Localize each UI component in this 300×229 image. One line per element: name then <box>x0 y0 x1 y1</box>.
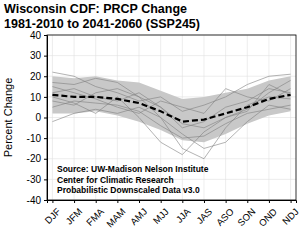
x-tick-label: SON <box>235 206 257 228</box>
x-tick-label: DJF <box>42 206 62 226</box>
y-tick: -30 <box>27 174 47 185</box>
x-axis: DJFJFMFMAMAMAMJMJJJJAJASASOSONONDNDJ <box>42 200 300 229</box>
y-tick-mark <box>44 56 47 57</box>
x-tick: JJA <box>174 200 193 225</box>
y-tick-mark <box>44 97 47 98</box>
y-tick-mark <box>44 179 47 180</box>
x-tick-mark <box>139 200 140 203</box>
y-tick: 0 <box>35 112 47 123</box>
y-tick-label: 20 <box>30 71 42 82</box>
x-tick: NDJ <box>280 200 300 227</box>
x-tick: JFM <box>63 200 84 227</box>
x-tick-label: FMA <box>84 205 106 227</box>
x-tick-label: JJA <box>174 205 193 224</box>
range-band <box>52 76 290 142</box>
y-tick: 30 <box>30 50 47 61</box>
y-tick: 10 <box>30 92 47 103</box>
x-tick: FMA <box>84 200 106 228</box>
plot-frame <box>47 35 296 200</box>
grid-line-x <box>290 35 291 200</box>
y-tick-mark <box>44 200 47 201</box>
model-line <box>52 85 290 155</box>
x-tick: ASO <box>214 200 236 228</box>
grid-line-y <box>47 55 296 56</box>
y-tick-mark <box>44 159 47 160</box>
x-tick-mark <box>182 200 183 203</box>
x-tick-mark <box>161 200 162 203</box>
y-tick: -10 <box>27 133 47 144</box>
grid-line-y <box>47 76 296 77</box>
mean-line <box>52 95 290 122</box>
x-tick-label: NDJ <box>280 206 300 227</box>
y-tick: -20 <box>27 153 47 164</box>
y-tick-mark <box>44 35 47 36</box>
y-tick: -40 <box>27 195 47 206</box>
x-tick-mark <box>204 200 205 203</box>
x-tick-mark <box>96 200 97 203</box>
y-tick-label: 0 <box>35 112 41 123</box>
x-tick: SON <box>235 200 257 228</box>
y-tick: 40 <box>30 30 47 41</box>
x-tick-mark <box>226 200 227 203</box>
x-tick-mark <box>117 200 118 203</box>
y-axis-title: Percent Change <box>2 78 14 158</box>
y-tick-label: -10 <box>27 133 42 144</box>
x-tick: JAS <box>194 200 214 226</box>
grid-line-y <box>47 138 296 139</box>
y-tick-mark <box>44 76 47 77</box>
title: Wisconsin CDF: PRCP Change <box>4 2 187 16</box>
x-tick-label: MJJ <box>151 206 171 226</box>
model-line <box>52 89 290 128</box>
x-axis-line <box>48 201 297 204</box>
x-tick: DJF <box>42 200 62 226</box>
x-tick-mark <box>52 200 53 203</box>
annotation: Center for Climatic Research <box>57 175 174 185</box>
model-line <box>52 105 290 148</box>
y-tick-label: -40 <box>27 195 42 206</box>
x-tick-label: AMJ <box>128 206 149 227</box>
x-tick-label: JAS <box>194 206 214 226</box>
x-tick: AMJ <box>128 200 149 227</box>
y-tick-mark <box>44 138 47 139</box>
x-tick-label: OND <box>256 206 279 229</box>
annotation: Source: UW-Madison Nelson Institute <box>57 164 209 174</box>
y-axis-line <box>44 36 48 201</box>
x-tick-mark <box>74 200 75 203</box>
plot-area <box>52 72 290 159</box>
y-axis: -40 -30 -20 -10 0 10 20 30 40 <box>27 30 48 206</box>
x-tick-mark <box>291 200 292 203</box>
y-tick-mark <box>44 118 47 119</box>
y-tick-label: 10 <box>30 92 42 103</box>
y-tick: 20 <box>30 71 47 82</box>
annotation: Probabilistic Downscaled Data v3.0 <box>57 185 200 195</box>
x-tick-label: MAM <box>104 206 128 229</box>
x-tick-mark <box>247 200 248 203</box>
x-tick-label: JFM <box>63 206 84 227</box>
y-tick-label: -30 <box>27 174 42 185</box>
x-tick: MAM <box>104 200 128 229</box>
chart: -40-30-20-10010203040DJFJFMFMAMAMAMJMJJJ… <box>0 0 300 229</box>
grid <box>47 35 296 200</box>
y-tick-label: 40 <box>30 30 42 41</box>
x-tick-label: ASO <box>214 206 236 228</box>
grid-line-y <box>47 158 296 159</box>
model-line <box>52 87 290 114</box>
y-tick-label: -20 <box>27 153 42 164</box>
model-line <box>52 78 290 128</box>
y-tick-label: 30 <box>30 50 42 61</box>
grid-line-x <box>268 35 269 200</box>
x-tick-mark <box>269 200 270 203</box>
subtitle: 1981-2010 to 2041-2060 (SSP245) <box>4 17 200 31</box>
grid-line-x <box>52 35 53 200</box>
x-tick: MJJ <box>151 200 171 226</box>
x-tick: OND <box>256 200 279 229</box>
